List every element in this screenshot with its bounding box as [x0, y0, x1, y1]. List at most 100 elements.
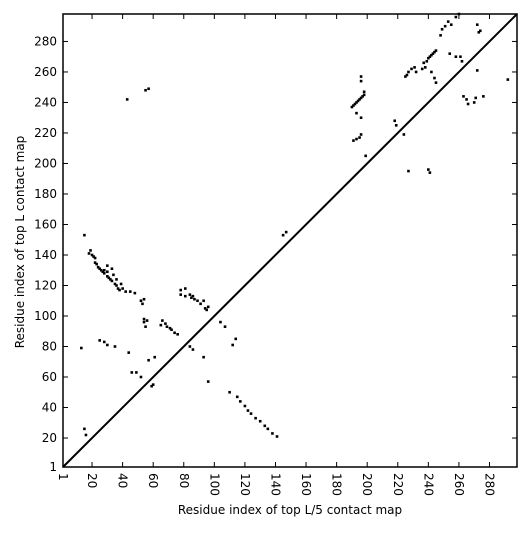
contact-point — [393, 119, 396, 122]
contact-point — [263, 425, 266, 428]
contact-point — [415, 71, 418, 74]
y-tick-label: 120 — [34, 278, 57, 292]
contact-point — [426, 60, 429, 63]
contact-point — [89, 249, 92, 252]
contact-point — [435, 81, 438, 84]
contact-point — [403, 133, 406, 136]
contact-point — [406, 74, 409, 77]
contact-point — [360, 116, 363, 119]
x-tick-label: 240 — [421, 473, 435, 496]
contact-point — [130, 371, 133, 374]
contact-point — [127, 351, 130, 354]
contact-point — [189, 293, 192, 296]
contact-point — [360, 133, 363, 136]
contact-point — [410, 68, 413, 71]
contact-point — [439, 34, 442, 37]
y-tick-label: 140 — [34, 248, 57, 262]
contact-point — [147, 87, 150, 90]
contact-point — [462, 95, 465, 98]
contact-point — [115, 278, 118, 281]
contact-point — [143, 318, 146, 321]
contact-point — [106, 264, 109, 267]
contact-point — [358, 136, 361, 139]
x-tick-label: 40 — [116, 473, 130, 488]
contact-point — [473, 101, 476, 104]
contact-point — [143, 298, 146, 301]
contact-point — [360, 75, 363, 78]
contact-point — [184, 287, 187, 290]
contact-point — [83, 428, 86, 431]
contact-point — [427, 168, 430, 171]
contact-point — [244, 405, 247, 408]
contact-point — [247, 409, 250, 412]
y-tick-label: 100 — [34, 309, 57, 323]
contact-point — [152, 383, 155, 386]
contact-point — [112, 274, 115, 277]
contact-point — [124, 290, 127, 293]
x-tick-label: 20 — [85, 473, 99, 488]
y-tick-label: 80 — [42, 340, 57, 354]
contact-point — [239, 400, 242, 403]
contact-point — [363, 94, 366, 97]
contact-point — [146, 319, 149, 322]
contact-point — [433, 77, 436, 80]
contact-point — [80, 347, 83, 350]
x-tick-label: 60 — [146, 473, 160, 488]
contact-point — [455, 55, 458, 58]
contact-point — [474, 97, 477, 100]
contact-point — [106, 270, 109, 273]
contact-point — [271, 432, 274, 435]
contact-point — [444, 25, 447, 28]
contact-point — [121, 287, 124, 290]
contact-point — [111, 280, 114, 283]
contact-point — [114, 345, 117, 348]
contact-point — [395, 124, 398, 127]
contact-point — [88, 252, 91, 255]
contact-point — [179, 289, 182, 292]
x-tick-label: 140 — [268, 473, 282, 496]
contact-point — [199, 303, 202, 306]
contact-point — [85, 434, 88, 437]
contact-point — [207, 306, 210, 309]
contact-point — [234, 338, 237, 341]
contact-point — [140, 299, 143, 302]
contact-point — [184, 295, 187, 298]
contact-point — [161, 319, 164, 322]
x-tick-label: 180 — [330, 473, 344, 496]
contact-point — [189, 345, 192, 348]
contact-point — [160, 324, 163, 327]
contact-point — [447, 20, 450, 23]
contact-point — [192, 348, 195, 351]
contact-point — [141, 303, 144, 306]
contact-point — [477, 31, 480, 34]
contact-point — [176, 333, 179, 336]
contact-point — [355, 112, 358, 115]
contact-point — [94, 257, 97, 260]
contact-point — [205, 309, 208, 312]
contact-point — [173, 331, 176, 334]
y-tick-label: 180 — [34, 187, 57, 201]
contact-point — [259, 420, 262, 423]
contact-points — [80, 13, 509, 438]
contact-point — [207, 380, 210, 383]
contact-point — [441, 28, 444, 31]
contact-point — [111, 267, 114, 270]
y-tick-label: 200 — [34, 156, 57, 170]
contact-point — [465, 98, 468, 101]
contact-point — [448, 52, 451, 55]
contact-point — [196, 299, 199, 302]
x-tick-label: 260 — [452, 473, 466, 496]
contact-point — [267, 428, 270, 431]
contact-point — [236, 396, 239, 399]
contact-point — [422, 62, 425, 65]
contact-point — [95, 263, 98, 266]
contact-point — [429, 171, 432, 174]
contact-point — [147, 359, 150, 362]
contact-point — [103, 269, 106, 272]
contact-point — [360, 80, 363, 83]
contact-point — [118, 289, 121, 292]
x-tick-label: 220 — [391, 473, 405, 496]
y-tick-label: 160 — [34, 217, 57, 231]
contact-point — [231, 344, 234, 347]
contact-point — [482, 95, 485, 98]
